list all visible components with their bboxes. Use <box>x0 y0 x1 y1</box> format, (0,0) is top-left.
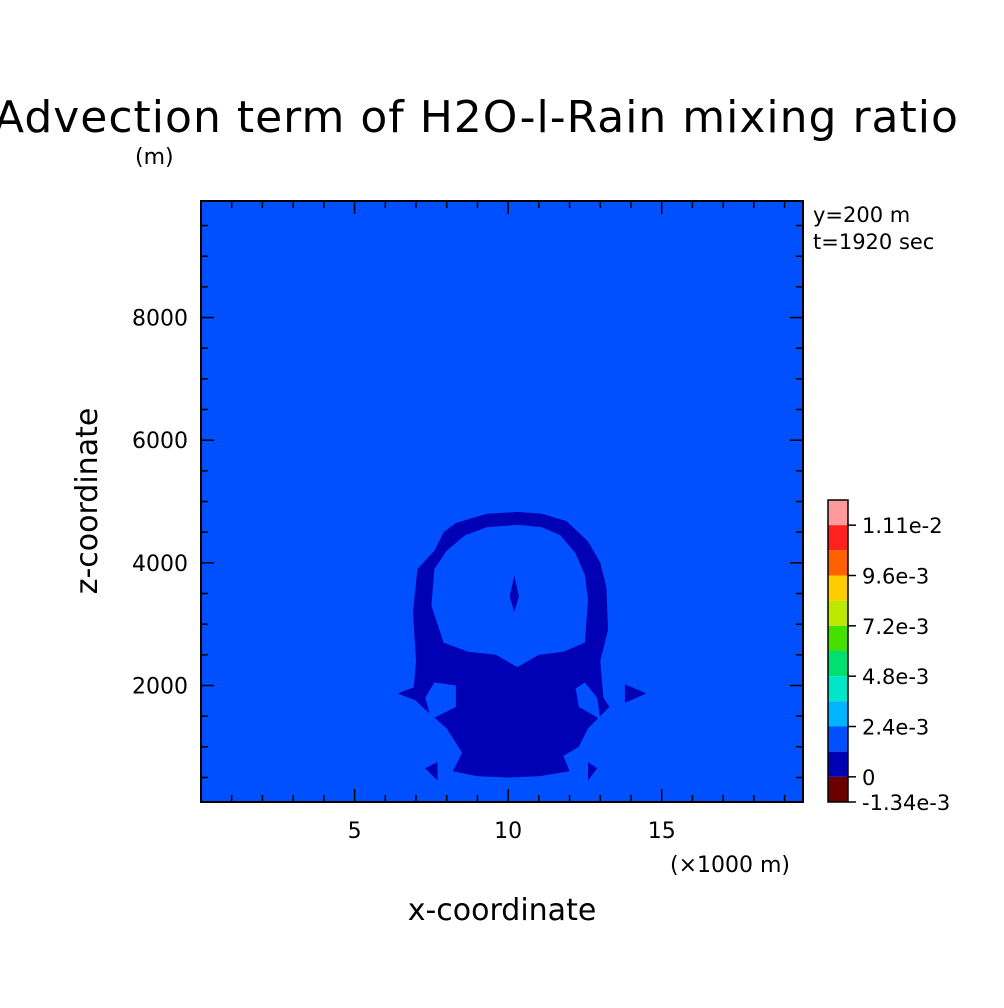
negative-small-arrow-left-region <box>397 684 423 703</box>
inner-positive-area <box>431 524 588 668</box>
plot-frame <box>200 200 804 803</box>
colorbar-label: 4.8e-3 <box>862 665 929 689</box>
colorbar-frame <box>827 499 849 803</box>
axis-ticks <box>201 201 803 802</box>
title-units: (m) <box>135 145 174 170</box>
info-t: t=1920 sec <box>813 230 934 254</box>
x-tick-label: 15 <box>648 819 676 844</box>
colorbar-swatch <box>828 676 848 702</box>
negative-small-arrow-right-region <box>624 684 647 703</box>
x-axis-label: x-coordinate <box>408 893 597 928</box>
negative-small-bottom-left-region <box>425 762 438 781</box>
colorbar-swatch <box>828 525 848 551</box>
colorbar-swatch <box>828 550 848 576</box>
y-tick-label: 2000 <box>132 674 188 699</box>
colorbar-label: 7.2e-3 <box>862 615 929 639</box>
contour-layer <box>397 511 647 781</box>
colorbar-swatch <box>828 751 848 777</box>
colorbar-swatch <box>828 776 848 802</box>
colorbar-label: 0 <box>862 766 875 790</box>
y-tick-label: 8000 <box>132 307 188 332</box>
info-y: y=200 m <box>813 203 910 227</box>
colorbar-swatch <box>828 651 848 677</box>
colorbar-swatch <box>828 625 848 651</box>
negative-small-bottom-right-region <box>588 762 598 781</box>
colorbar-swatch <box>828 600 848 626</box>
inner-left-gap <box>425 682 456 720</box>
inner-negative-blob <box>509 575 519 612</box>
colorbar-label: -1.34e-3 <box>862 791 950 815</box>
colorbar-label: 9.6e-3 <box>862 565 929 589</box>
info-block: y=200 m t=1920 sec <box>813 203 934 254</box>
colorbar-swatch <box>828 701 848 727</box>
x-units: (×1000 m) <box>670 853 790 878</box>
colorbar-swatch <box>828 500 848 526</box>
colorbar-swatch <box>828 726 848 752</box>
colorbar-label: 1.11e-2 <box>862 514 943 538</box>
chart-title: Advection term of H2O-l-Rain mixing rati… <box>0 92 959 143</box>
tick-labels: 5 10 15 2000 4000 6000 8000 <box>132 307 676 844</box>
inner-right-gap <box>575 682 601 720</box>
y-axis-label: z-coordinate <box>70 408 105 595</box>
x-tick-label: 5 <box>348 819 362 844</box>
colorbar-swatch <box>828 575 848 601</box>
colorbar: 1.11e-2 9.6e-3 7.2e-3 4.8e-3 2.4e-3 0-1.34e-3 <box>827 499 950 815</box>
y-tick-label: 4000 <box>132 552 188 577</box>
x-tick-label: 10 <box>494 819 522 844</box>
plot-area <box>200 200 804 803</box>
y-tick-label: 6000 <box>132 429 188 454</box>
colorbar-label: 2.4e-3 <box>862 716 929 740</box>
